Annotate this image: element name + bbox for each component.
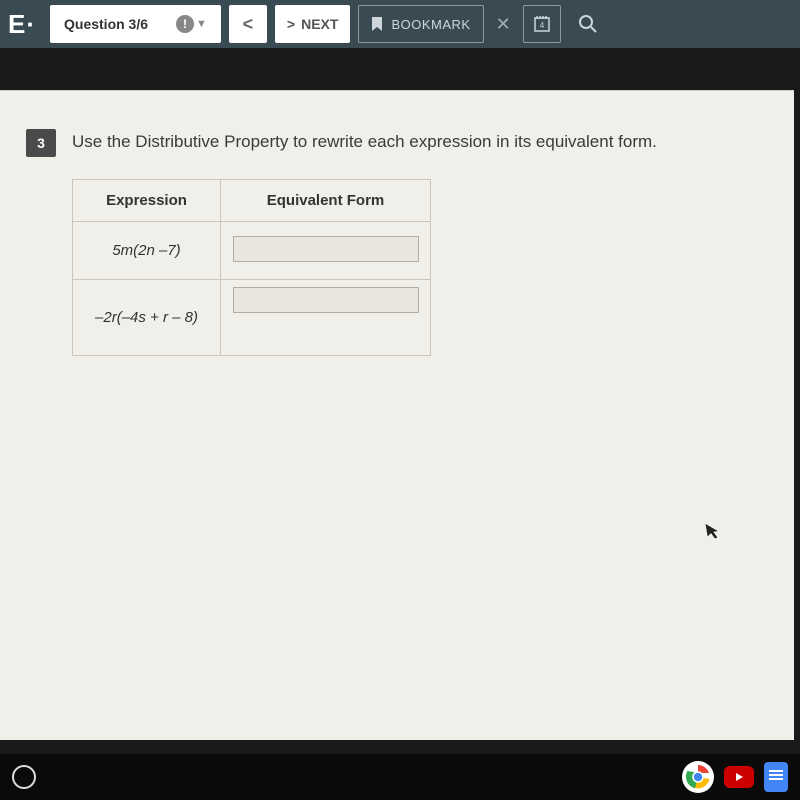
- expression-cell: –2r(–4s + r – 8): [73, 280, 221, 356]
- bookmark-icon: [371, 16, 383, 32]
- expression-table: Expression Equivalent Form 5m(2n –7) –2r…: [72, 179, 431, 356]
- content-area: 3 Use the Distributive Property to rewri…: [0, 48, 800, 754]
- close-icon[interactable]: ✕: [492, 14, 515, 35]
- table-row: –2r(–4s + r – 8): [73, 280, 431, 356]
- table-header-expression: Expression: [73, 180, 221, 222]
- docs-app-icon[interactable]: [764, 762, 788, 792]
- question-page: 3 Use the Distributive Property to rewri…: [0, 90, 794, 740]
- svg-text:4: 4: [539, 21, 544, 30]
- question-number-badge: 3: [26, 129, 56, 157]
- answer-input-1[interactable]: [233, 236, 419, 262]
- answer-input-2[interactable]: [233, 287, 419, 313]
- question-prompt: Use the Distributive Property to rewrite…: [72, 129, 657, 152]
- search-button[interactable]: [569, 5, 607, 43]
- notes-button[interactable]: 4: [523, 5, 561, 43]
- question-indicator-box[interactable]: Question 3/6 ! ▼: [50, 5, 221, 43]
- alert-icon: !: [176, 15, 194, 33]
- app-logo: E·: [6, 9, 42, 40]
- bookmark-label: BOOKMARK: [391, 17, 470, 32]
- os-taskbar: [0, 754, 800, 800]
- question-row: 3 Use the Distributive Property to rewri…: [26, 129, 768, 157]
- expression-cell: 5m(2n –7): [73, 222, 221, 280]
- next-button[interactable]: > NEXT: [275, 5, 351, 43]
- launcher-icon[interactable]: [12, 765, 36, 789]
- table-header-equivalent: Equivalent Form: [221, 180, 431, 222]
- mouse-cursor-icon: [704, 520, 724, 547]
- youtube-app-icon[interactable]: [724, 766, 754, 788]
- chrome-app-icon[interactable]: [682, 761, 714, 793]
- table-row: 5m(2n –7): [73, 222, 431, 280]
- next-label: NEXT: [301, 16, 338, 32]
- alert-dropdown[interactable]: ! ▼: [176, 15, 207, 33]
- notes-icon: 4: [533, 15, 551, 33]
- search-icon: [578, 14, 598, 34]
- bookmark-button[interactable]: BOOKMARK: [358, 5, 483, 43]
- chevron-down-icon: ▼: [196, 18, 207, 30]
- prev-button[interactable]: <: [229, 5, 267, 43]
- answer-cell: [221, 280, 431, 356]
- top-toolbar: E· Question 3/6 ! ▼ < > NEXT BOOKMARK ✕ …: [0, 0, 800, 48]
- answer-cell: [221, 222, 431, 280]
- question-counter: Question 3/6: [64, 16, 148, 32]
- next-arrow-icon: >: [287, 16, 295, 32]
